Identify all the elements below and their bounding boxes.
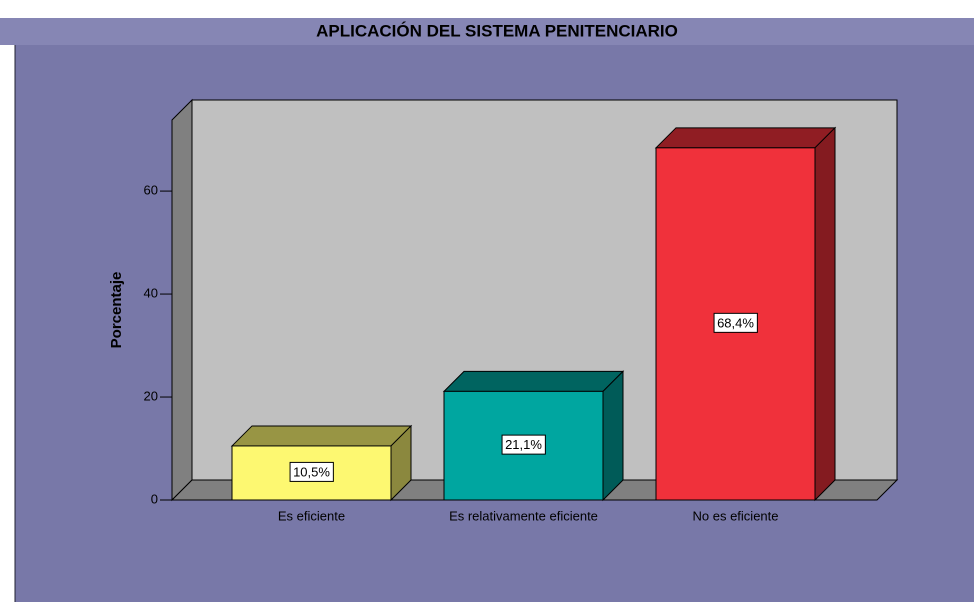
value-label: 10,5% — [293, 464, 330, 479]
x-tick-label: No es eficiente — [693, 508, 779, 523]
y-tick-label: 40 — [144, 285, 158, 300]
bar-side — [602, 370, 624, 502]
side-wall — [171, 98, 193, 502]
value-label-box — [501, 434, 546, 455]
x-tick-label: Es relativamente eficiente — [449, 508, 598, 523]
bar-side — [814, 126, 836, 502]
value-label: 68,4% — [717, 315, 754, 330]
y-axis-label: Porcentaje — [108, 272, 125, 349]
bar-top — [654, 127, 837, 149]
bar — [654, 126, 837, 502]
value-label: 21,1% — [505, 437, 542, 452]
bar-top — [230, 425, 413, 447]
bar-top — [442, 370, 625, 392]
value-label-box — [289, 461, 334, 482]
value-label-box — [713, 312, 758, 333]
y-tick-label: 20 — [144, 388, 158, 403]
chart-title: APLICACIÓN DEL SISTEMA PENITENCIARIO — [316, 21, 678, 40]
x-tick-label: Es eficiente — [278, 508, 345, 523]
y-tick-label: 0 — [151, 491, 158, 506]
y-tick-label: 60 — [144, 183, 158, 198]
title-bar — [0, 18, 974, 45]
bar — [442, 370, 625, 502]
